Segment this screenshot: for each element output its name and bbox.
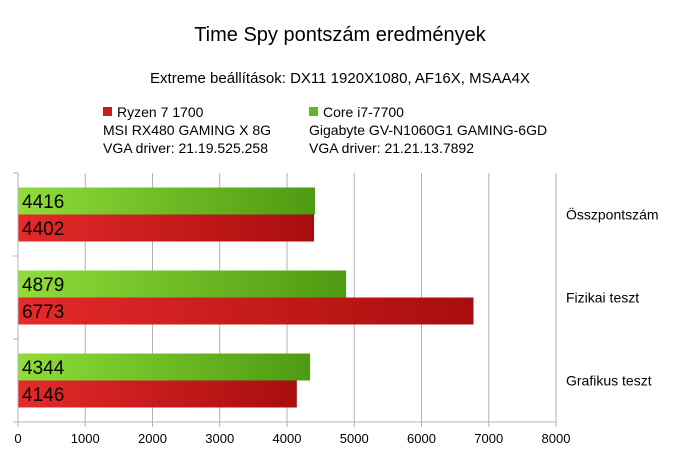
x-tick-label: 5000 [340,431,369,446]
bar [18,380,297,408]
category-label: Összpontszám [566,206,659,223]
x-tick-label: 1000 [71,431,100,446]
legend-line: Core i7-7700 [323,104,404,120]
legend-item-core: Core i7-7700 Gigabyte GV-N1060G1 GAMING-… [309,103,547,157]
category-label: Grafikus teszt [566,373,652,389]
legend-line: VGA driver: 21.19.525.258 [103,140,268,156]
x-tick-label: 4000 [273,431,302,446]
x-tick-label: 3000 [205,431,234,446]
bar [18,214,315,242]
data-label: 4402 [22,219,64,240]
data-label: 4879 [22,275,64,296]
legend-line: VGA driver: 21.21.13.7892 [309,140,474,156]
data-label: 4146 [22,385,64,406]
legend-item-ryzen: Ryzen 7 1700 MSI RX480 GAMING X 8G VGA d… [103,103,271,157]
bar [18,270,347,298]
x-tick-label: 8000 [542,431,571,446]
data-label: 4416 [22,192,64,213]
legend-line: MSI RX480 GAMING X 8G [103,122,272,138]
category-label: Fizikai teszt [566,290,639,306]
legend-swatch-red [103,107,112,116]
legend-line: Gigabyte GV-N1060G1 GAMING-6GD [309,122,548,138]
legend-swatch-green [309,107,318,116]
chart-subtitle: Extreme beállítások: DX11 1920X1080, AF1… [150,70,530,87]
bar [18,297,474,325]
legend-line: Ryzen 7 1700 [117,104,204,120]
data-label: 4344 [22,358,65,379]
data-label: 6773 [22,302,64,323]
x-tick-label: 7000 [474,431,503,446]
bar [18,353,311,381]
bar [18,187,315,215]
x-tick-label: 6000 [407,431,436,446]
chart-title: Time Spy pontszám eredmények [194,24,486,46]
x-tick-label: 2000 [138,431,167,446]
x-tick-label: 0 [14,431,21,446]
